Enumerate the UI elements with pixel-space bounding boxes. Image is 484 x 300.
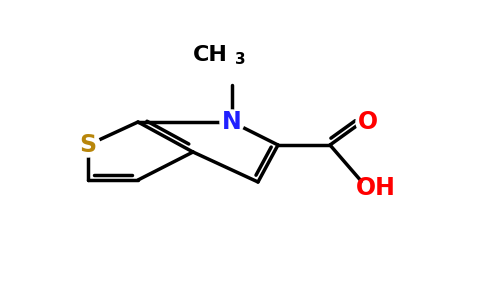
Circle shape: [76, 133, 100, 157]
Circle shape: [356, 110, 380, 134]
Text: O: O: [358, 110, 378, 134]
Text: S: S: [79, 133, 97, 157]
Circle shape: [362, 174, 390, 202]
Circle shape: [220, 110, 244, 134]
Text: N: N: [222, 110, 242, 134]
Text: 3: 3: [235, 52, 245, 67]
Text: OH: OH: [356, 176, 396, 200]
Text: CH: CH: [193, 45, 228, 65]
